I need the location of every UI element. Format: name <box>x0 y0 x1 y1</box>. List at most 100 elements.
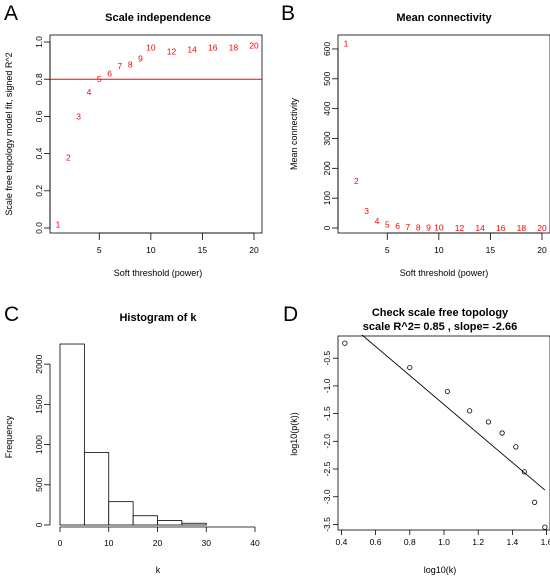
panel-c-y-tick-label: 0 <box>34 522 44 527</box>
panel-b-y-tick-label: 500 <box>322 71 332 85</box>
panel-a-y-tick-label: 0.6 <box>34 110 44 122</box>
panel-b-y-axis: 0 100 200 300 400 500 600 <box>322 42 339 230</box>
panel-b-y-tick-label: 600 <box>322 42 332 56</box>
panel-c-bar <box>157 520 183 526</box>
panel-d-x-tick-label: 0.8 <box>404 537 416 547</box>
panel-c-histogram: Histogram of k k Frequency 0 10 20 30 40 0 50… <box>4 312 260 575</box>
panel-a-xlabel: Soft threshold (power) <box>114 268 203 278</box>
panel-b-point-label: 5 <box>385 220 390 230</box>
panel-c-x-tick-label: 40 <box>250 538 260 548</box>
panel-a-point-label: 20 <box>249 41 259 51</box>
panel-d-points <box>342 334 548 530</box>
panel-d-point <box>532 499 538 505</box>
panel-d-y-tick-label: -2.5 <box>322 461 332 476</box>
panel-d-y-tick-label: -1.0 <box>322 378 332 393</box>
panel-a-x-tick-label: 20 <box>249 245 259 255</box>
panel-b-y-tick-label: 400 <box>322 101 332 115</box>
panel-c-y-axis: 0 500 1000 1500 2000 <box>34 354 51 527</box>
panel-d-point <box>521 469 527 475</box>
panel-d-y-tick-label: -3.0 <box>322 489 332 504</box>
panel-letter-c: C <box>4 303 19 326</box>
panel-a-plot-box <box>49 34 263 234</box>
panel-a-point-label: 1 <box>56 219 61 229</box>
panel-d-point <box>407 364 413 371</box>
panel-b-y-tick-label: 100 <box>322 191 332 205</box>
panel-c-bar <box>181 522 207 526</box>
panel-a-point-label: 18 <box>229 43 239 53</box>
panel-c-x-axis: 0 10 20 30 40 <box>58 526 260 548</box>
panel-c-x-tick-label: 10 <box>104 538 114 548</box>
panel-d-plot-box <box>337 335 550 531</box>
panel-b-xlabel: Soft threshold (power) <box>400 268 489 278</box>
panel-a-point-label: 14 <box>187 44 197 54</box>
panel-d-point <box>444 388 451 395</box>
panel-b-point-label: 2 <box>354 176 359 186</box>
panel-a-point-label: 4 <box>87 87 92 97</box>
panel-a-x-axis: 5 10 15 20 <box>97 232 259 255</box>
panel-d-x-tick-label: 1.6 <box>541 537 550 547</box>
panel-letter-b: B <box>281 2 295 25</box>
panel-d-title: Check scale free topology <box>372 307 509 319</box>
panel-d-x-tick-label: 1.0 <box>438 537 450 547</box>
panel-a-scale-independence: Scale independence Soft threshold (power… <box>4 12 263 278</box>
panel-b-point-label: 6 <box>395 221 400 231</box>
panel-d-x-tick-label: 1.4 <box>506 537 518 547</box>
panel-b-point-label: 4 <box>375 216 380 226</box>
panel-b-point-label: 12 <box>455 223 465 233</box>
panel-b-point-label: 7 <box>406 222 411 232</box>
panel-c-x-tick-label: 0 <box>58 538 63 548</box>
panel-d-y-tick-label: -2.0 <box>322 434 332 449</box>
panel-b-x-tick-label: 15 <box>486 245 496 255</box>
panel-b-y-tick-label: 200 <box>322 161 332 175</box>
panel-c-y-tick-label: 1500 <box>34 395 44 414</box>
panel-a-x-tick-label: 10 <box>146 245 156 255</box>
panel-a-y-tick-label: 0.4 <box>34 147 44 159</box>
panel-a-point-label: 12 <box>167 46 177 56</box>
panel-a-point-label: 5 <box>97 74 102 84</box>
panel-a-x-tick-label: 5 <box>97 245 102 255</box>
panel-c-y-tick-label: 1000 <box>34 435 44 454</box>
panel-d-ylabel: log10(p(k)) <box>289 412 299 456</box>
panel-a-point-label: 2 <box>66 152 71 162</box>
panel-b-point-label: 14 <box>475 223 485 233</box>
panel-a-point-label: 9 <box>138 54 143 64</box>
panel-c-bar <box>59 343 85 526</box>
panel-b-y-tick-label: 300 <box>322 131 332 145</box>
panel-a-y-tick-label: 0.8 <box>34 73 44 85</box>
panel-b-ylabel: Mean connectivity <box>289 97 299 170</box>
panel-b-point-label: 20 <box>537 223 547 233</box>
panel-b-mean-connectivity: Mean connectivity Soft threshold (power)… <box>289 12 550 278</box>
panel-d-point <box>485 419 492 425</box>
panel-b-point-label: 1 <box>344 39 349 49</box>
panel-a-y-tick-label: 1.0 <box>34 36 44 48</box>
panel-d-subtitle: scale R^2= 0.85 , slope= -2.66 <box>363 321 517 333</box>
panel-c-y-tick-label: 2000 <box>34 354 44 373</box>
panel-c-ylabel: Frequency <box>4 415 14 458</box>
panel-a-point-label: 10 <box>146 43 156 53</box>
panel-b-point-label: 16 <box>496 223 506 233</box>
panel-a-point-label: 7 <box>118 61 123 71</box>
panel-a-point-label: 8 <box>128 59 133 69</box>
panel-c-x-tick-label: 30 <box>202 538 212 548</box>
panel-a-y-axis: 0.0 0.2 0.4 0.6 0.8 1.0 <box>34 36 51 234</box>
panel-c-title: Histogram of k <box>119 312 197 324</box>
panel-a-point-label: 6 <box>107 69 112 79</box>
panel-b-plot-box <box>337 34 550 234</box>
panel-d-y-tick-label: -3.5 <box>322 517 332 532</box>
panel-d-point <box>467 408 473 414</box>
panel-c-bars <box>59 343 207 526</box>
panel-letter-a: A <box>4 2 18 25</box>
panel-b-x-tick-label: 5 <box>385 245 390 255</box>
panel-a-ylabel: Scale free topology model fit, signed R^… <box>4 52 14 215</box>
panel-c-x-tick-label: 20 <box>153 538 163 548</box>
panel-d-y-tick-label: -1.5 <box>322 406 332 421</box>
panel-a-title: Scale independence <box>105 12 211 24</box>
panel-d-scale-free-topology: Check scale free topology scale R^2= 0.8… <box>289 307 550 575</box>
panel-d-y-tick-label: -0.5 <box>322 351 332 366</box>
panel-b-point-label: 9 <box>426 223 431 233</box>
panel-a-y-tick-label: 0.2 <box>34 185 44 197</box>
panel-a-x-tick-label: 15 <box>198 245 208 255</box>
panel-b-point-label: 10 <box>434 223 444 233</box>
